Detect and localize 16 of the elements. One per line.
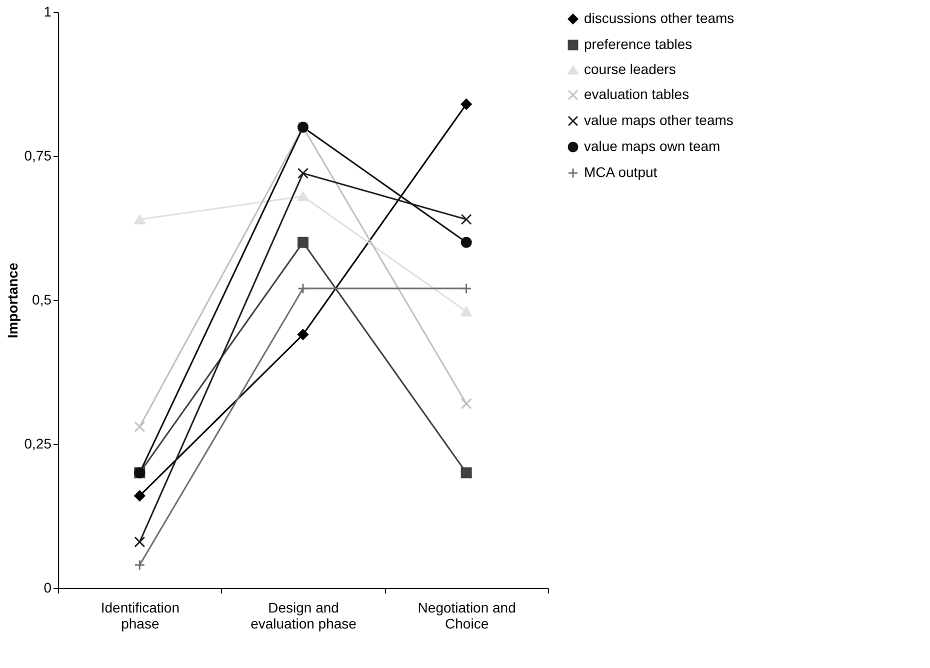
x-tick-label: Design and evaluation phase	[250, 600, 357, 632]
legend-label: evaluation tables	[584, 86, 690, 102]
y-tick-label: 1	[44, 4, 52, 20]
y-tick-label: 0,5	[32, 292, 52, 308]
y-tick-label: 0,25	[24, 436, 52, 452]
legend-label: course leaders	[584, 61, 676, 77]
legend-label: discussions other teams	[584, 10, 734, 26]
y-tick-label: 0,75	[24, 148, 52, 164]
legend-label: preference tables	[584, 36, 692, 52]
legend-label: value maps other teams	[584, 112, 734, 128]
y-axis-title: Importance	[4, 262, 20, 338]
y-tick-label: 0	[44, 580, 52, 596]
legend-label: value maps own team	[584, 138, 720, 154]
x-tick-label: Negotiation and Choice	[418, 600, 516, 632]
legend-label: MCA output	[584, 164, 658, 180]
x-tick-label: Identification phase	[100, 600, 180, 632]
